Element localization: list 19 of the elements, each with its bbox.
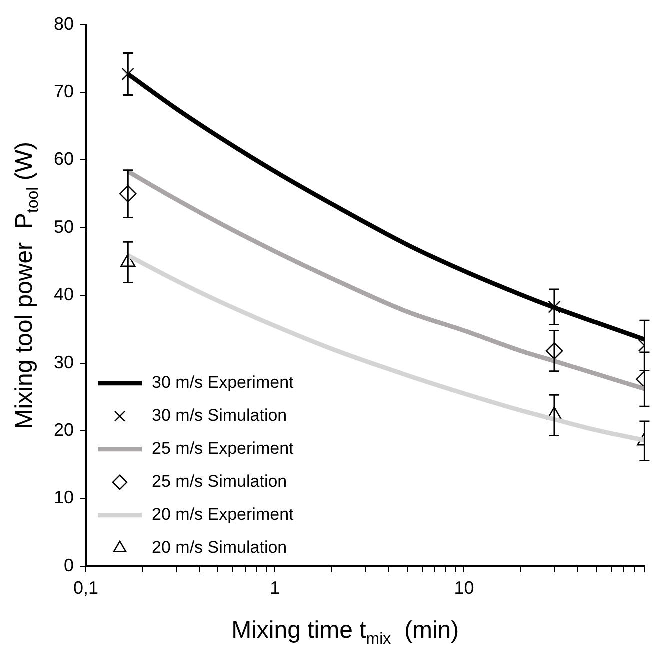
y-tick-label: 80	[54, 14, 74, 34]
y-tick-label: 50	[54, 216, 74, 237]
x-tick-label: 10	[454, 578, 474, 598]
y-tick-label: 70	[54, 81, 74, 102]
y-tick-label: 40	[54, 284, 74, 305]
y-tick-label: 20	[54, 420, 74, 440]
y-tick-label: 30	[54, 352, 74, 372]
legend-label: 20 m/s Experiment	[152, 505, 294, 524]
legend-label: 20 m/s Simulation	[152, 538, 288, 558]
y-tick-label: 10	[54, 488, 74, 508]
y-axis-title: Mixing tool power Ptool (W)	[11, 142, 42, 430]
y-tick-label: 60	[54, 149, 74, 170]
legend-label: 25 m/s Experiment	[152, 439, 294, 458]
legend-label: 30 m/s Simulation	[152, 406, 288, 426]
y-tick-label: 0	[64, 555, 74, 576]
x-tick-label: 0,1	[74, 578, 99, 598]
x-tick-label: 1	[270, 578, 280, 598]
legend-label: 30 m/s Experiment	[152, 373, 294, 392]
legend-label: 25 m/s Simulation	[152, 472, 288, 492]
